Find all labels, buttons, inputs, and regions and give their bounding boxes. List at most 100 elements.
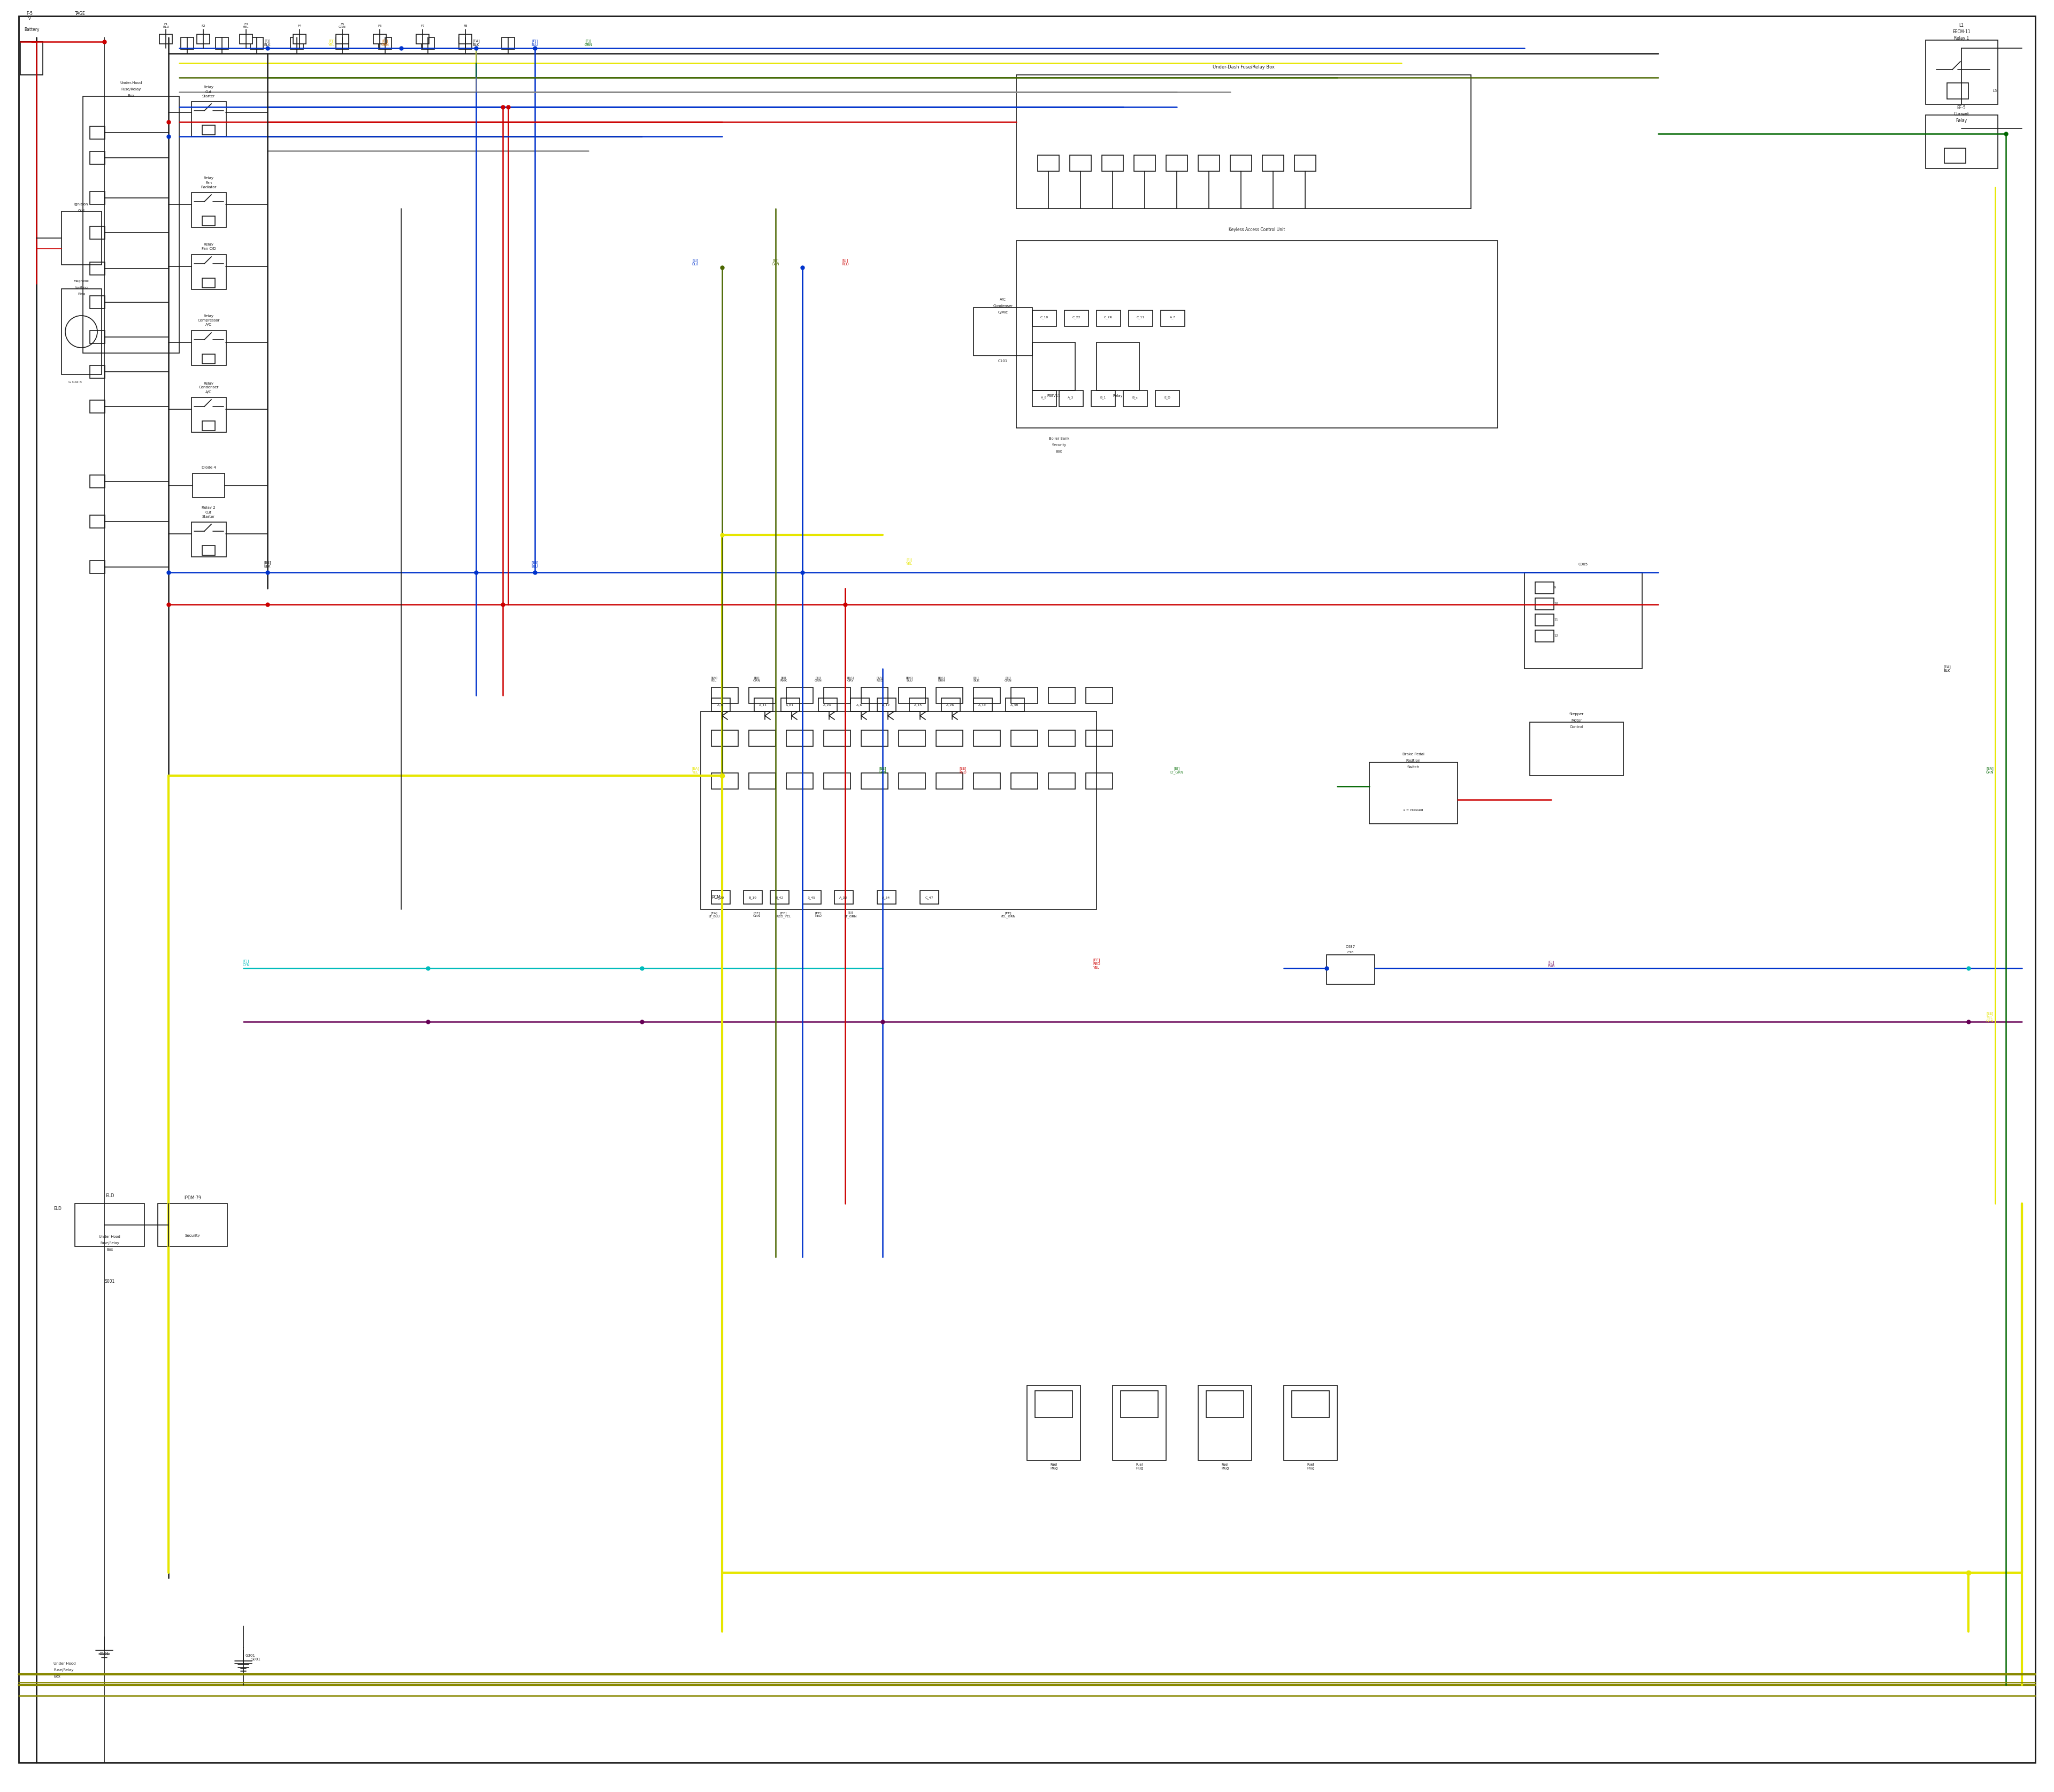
- Text: [EE]
RED
YEL: [EE] RED YEL: [1093, 959, 1101, 969]
- Bar: [1530, 722, 1623, 776]
- Bar: [90, 125, 105, 140]
- Text: ELD: ELD: [105, 1193, 115, 1199]
- Bar: [90, 226, 105, 238]
- Bar: [1011, 688, 1037, 704]
- Text: [EA]
GRN: [EA] GRN: [1986, 767, 1994, 774]
- Text: F4: F4: [298, 25, 302, 27]
- Bar: [21, 41, 43, 75]
- Text: A_1C: A_1C: [978, 704, 986, 706]
- Bar: [1048, 772, 1074, 788]
- Bar: [90, 514, 105, 529]
- Bar: [937, 729, 963, 745]
- Bar: [1033, 342, 1074, 391]
- Text: 10: 10: [1555, 602, 1559, 606]
- Bar: [850, 699, 869, 711]
- Bar: [337, 38, 349, 48]
- Bar: [1197, 1385, 1251, 1460]
- Bar: [787, 772, 813, 788]
- Text: [EA]
YEL: [EA] YEL: [711, 676, 717, 683]
- Text: Switch: Switch: [1407, 765, 1419, 769]
- Bar: [1048, 729, 1074, 745]
- Text: [EJ]
BLU: [EJ] BLU: [692, 258, 698, 265]
- Text: F-5: F-5: [27, 11, 33, 16]
- Bar: [90, 296, 105, 308]
- Text: Relay: Relay: [203, 86, 214, 90]
- Text: [EA]
BLK: [EA] BLK: [1943, 665, 1951, 672]
- Text: Security: Security: [1052, 443, 1066, 446]
- Text: A/C: A/C: [205, 323, 212, 326]
- Text: [EJ]
ORN: [EJ] ORN: [382, 39, 388, 47]
- Text: Box: Box: [53, 1676, 60, 1677]
- Text: [EJ]
RNK: [EJ] RNK: [781, 676, 787, 683]
- Text: C_22: C_22: [1072, 315, 1080, 319]
- Bar: [750, 772, 776, 788]
- Text: Igniting: Igniting: [74, 287, 88, 289]
- Bar: [90, 262, 105, 274]
- Bar: [74, 1204, 144, 1247]
- Bar: [1087, 688, 1113, 704]
- Text: PSEV11: PSEV11: [1048, 394, 1060, 398]
- Bar: [824, 772, 850, 788]
- Text: C487: C487: [1345, 944, 1356, 948]
- Text: A_32: A_32: [840, 896, 848, 900]
- Text: Fuse/Relay: Fuse/Relay: [53, 1668, 74, 1672]
- Text: Battery: Battery: [25, 27, 39, 32]
- Text: A/C: A/C: [1000, 297, 1006, 301]
- Text: A_8: A_8: [1041, 396, 1048, 400]
- Bar: [193, 473, 224, 498]
- Text: [EJ]
RED: [EJ] RED: [842, 258, 848, 265]
- Text: [EJ]
GRN: [EJ] GRN: [1004, 676, 1013, 683]
- Text: C18: C18: [1347, 952, 1354, 953]
- Bar: [290, 38, 304, 48]
- Text: 12: 12: [1555, 634, 1559, 638]
- Text: Current: Current: [1953, 113, 1970, 116]
- Text: Radiator: Radiator: [201, 185, 216, 188]
- Bar: [201, 421, 216, 430]
- Text: Relay 1: Relay 1: [1953, 36, 1970, 41]
- Text: G301: G301: [244, 1654, 255, 1658]
- Text: A_38: A_38: [1011, 704, 1019, 706]
- Text: [EA]
RED: [EA] RED: [877, 676, 883, 683]
- Text: A_26: A_26: [947, 704, 955, 706]
- Text: A_11: A_11: [760, 704, 768, 706]
- Text: [EE]
RED: [EE] RED: [815, 912, 822, 918]
- Text: [EJ]
YEL: [EJ] YEL: [329, 39, 335, 47]
- Bar: [1263, 156, 1284, 172]
- Text: [EJ]
CYN: [EJ] CYN: [242, 959, 251, 966]
- Bar: [191, 254, 226, 289]
- Text: 1 = Pressed: 1 = Pressed: [1403, 808, 1423, 812]
- Text: L1: L1: [1960, 23, 1964, 29]
- Bar: [62, 211, 101, 265]
- Text: [EA]
BRN: [EA] BRN: [939, 676, 945, 683]
- Bar: [877, 891, 896, 903]
- Bar: [1167, 156, 1187, 172]
- Text: Fan: Fan: [205, 181, 212, 185]
- Bar: [378, 38, 392, 48]
- Text: PCM: PCM: [711, 896, 721, 900]
- Bar: [90, 151, 105, 165]
- Text: Ignition: Ignition: [74, 202, 88, 206]
- Bar: [90, 475, 105, 487]
- Text: Fan C/D: Fan C/D: [201, 247, 216, 251]
- Text: [EE]
RED: [EE] RED: [959, 767, 967, 774]
- Bar: [861, 688, 887, 704]
- Text: [EJ]
GRN: [EJ] GRN: [815, 676, 822, 683]
- Bar: [1206, 1391, 1243, 1417]
- Text: Relay: Relay: [203, 177, 214, 179]
- Text: [EA]
GRY: [EA] GRY: [846, 676, 854, 683]
- Text: 9: 9: [1555, 586, 1557, 590]
- Text: [EE]
GRN: [EE] GRN: [879, 767, 887, 774]
- Bar: [1927, 115, 1999, 168]
- Bar: [787, 688, 813, 704]
- Text: ELD: ELD: [53, 1206, 62, 1211]
- Text: [EJ]
GRN: [EJ] GRN: [772, 258, 781, 265]
- Bar: [974, 729, 1000, 745]
- Text: B_42: B_42: [774, 896, 783, 900]
- Text: Relay: Relay: [1955, 118, 1968, 124]
- Text: A/C: A/C: [205, 391, 212, 394]
- Bar: [1327, 955, 1374, 984]
- Bar: [90, 561, 105, 573]
- Bar: [711, 699, 729, 711]
- Bar: [1128, 310, 1152, 326]
- Bar: [421, 38, 433, 48]
